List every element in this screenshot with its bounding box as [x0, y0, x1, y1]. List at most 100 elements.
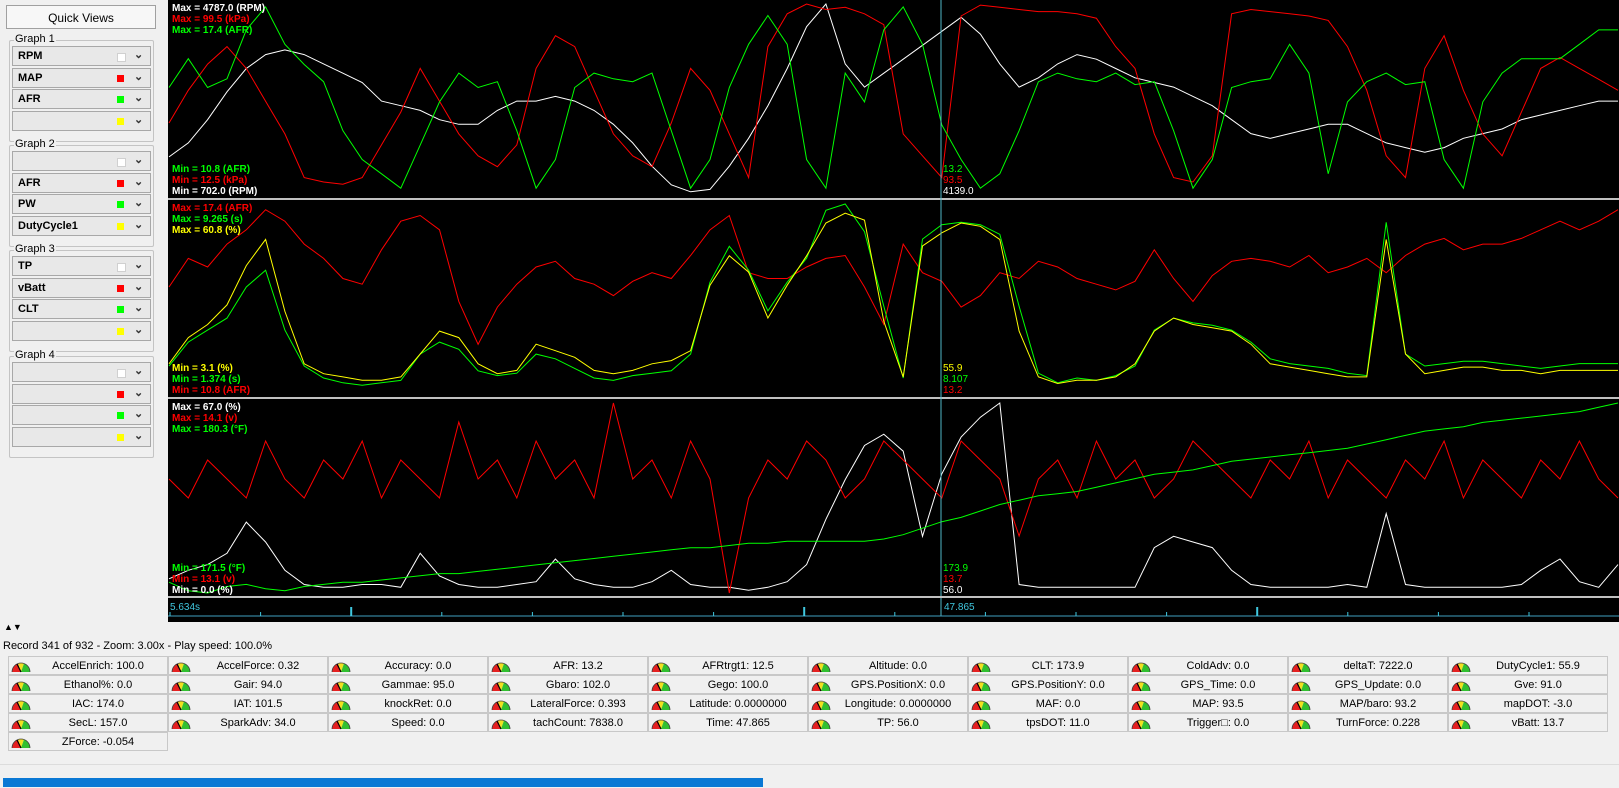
channel-select[interactable]: TP ⌄: [12, 256, 151, 276]
chevron-down-icon[interactable]: ⌄: [134, 175, 144, 188]
gauge-cell[interactable]: Gbaro: 102.0: [488, 675, 648, 694]
gauge-label: IAT: 101.5: [233, 698, 283, 710]
gauge-cell[interactable]: AccelForce: 0.32: [168, 656, 328, 675]
chevron-down-icon[interactable]: ⌄: [134, 197, 144, 209]
gauge-cell[interactable]: Trigger□: 0.0: [1128, 713, 1288, 732]
chevron-down-icon[interactable]: ⌄: [134, 218, 144, 231]
gauge-dial-icon: [1451, 662, 1471, 673]
chevron-down-icon[interactable]: ⌄: [134, 154, 144, 166]
channel-select[interactable]: AFR ⌄: [12, 172, 151, 193]
gauge-cell[interactable]: CLT: 173.9: [968, 656, 1128, 675]
collapse-arrow-icon[interactable]: ▲▼: [4, 622, 22, 632]
gauge-cell[interactable]: AFRtrgt1: 12.5: [648, 656, 808, 675]
chevron-down-icon[interactable]: ⌄: [134, 49, 144, 61]
color-swatch: [117, 117, 124, 125]
gauge-cell[interactable]: Gego: 100.0: [648, 675, 808, 694]
gauge-cell[interactable]: IAT: 101.5: [168, 694, 328, 713]
series-line-map: [168, 3, 1619, 185]
channel-select[interactable]: RPM ⌄: [12, 46, 151, 66]
gauge-cell[interactable]: Speed: 0.0: [328, 713, 488, 732]
gauge-cell[interactable]: ColdAdv: 0.0: [1128, 656, 1288, 675]
gauge-cell[interactable]: TP: 56.0: [808, 713, 968, 732]
channel-select[interactable]: DutyCycle1 ⌄: [12, 215, 151, 236]
gauge-cell[interactable]: tpsDOT: 11.0: [968, 713, 1128, 732]
gauge-cell[interactable]: LateralForce: 0.393: [488, 694, 648, 713]
gauge-dial-icon: [171, 662, 191, 673]
graph-group-title: Graph 1: [14, 33, 56, 45]
channel-select[interactable]: ⌄: [12, 151, 151, 171]
chevron-down-icon[interactable]: ⌄: [134, 429, 144, 442]
chevron-down-icon[interactable]: ⌄: [134, 386, 144, 399]
gauge-cell[interactable]: DutyCycle1: 55.9: [1448, 656, 1608, 675]
chevron-down-icon[interactable]: ⌄: [134, 302, 144, 314]
quick-views-button[interactable]: Quick Views: [6, 5, 156, 29]
gauge-cell[interactable]: AFR: 13.2: [488, 656, 648, 675]
graph-group-title: Graph 4: [14, 349, 56, 361]
gauge-cell[interactable]: Gair: 94.0: [168, 675, 328, 694]
gauge-cell[interactable]: knockRet: 0.0: [328, 694, 488, 713]
chevron-down-icon[interactable]: ⌄: [134, 408, 144, 420]
gauge-dial-icon: [1451, 719, 1471, 730]
timeline-axis[interactable]: 5.634s 47.865: [168, 596, 1619, 617]
gauge-label: ZForce: -0.054: [61, 736, 135, 748]
gauge-cell[interactable]: Gammae: 95.0: [328, 675, 488, 694]
graph-canvas[interactable]: Max = 4787.0 (RPM)Max = 99.5 (kPa)Max = …: [168, 0, 1619, 622]
channel-select[interactable]: ⌄: [12, 426, 151, 447]
chevron-down-icon[interactable]: ⌄: [134, 70, 144, 83]
channel-select[interactable]: MAP ⌄: [12, 67, 151, 88]
gauge-cell[interactable]: MAP/baro: 93.2: [1288, 694, 1448, 713]
gauge-cell[interactable]: MAP: 93.5: [1128, 694, 1288, 713]
gauge-cell[interactable]: vBatt: 13.7: [1448, 713, 1608, 732]
gauge-cell[interactable]: GPS.PositionX: 0.0: [808, 675, 968, 694]
gauge-cell[interactable]: SparkAdv: 34.0: [168, 713, 328, 732]
channel-select[interactable]: ⌄: [12, 110, 151, 131]
chevron-down-icon[interactable]: ⌄: [134, 365, 144, 377]
graph-panel-3[interactable]: Max = 67.0 (%)Max = 14.1 (v)Max = 180.3 …: [168, 397, 1619, 596]
channel-select[interactable]: ⌄: [12, 362, 151, 382]
gauge-label: AccelForce: 0.32: [216, 660, 300, 672]
gauge-cell[interactable]: GPS.PositionY: 0.0: [968, 675, 1128, 694]
gauge-label: mapDOT: -3.0: [1503, 698, 1573, 710]
gauge-dial-icon: [11, 662, 31, 673]
gauge-cell[interactable]: Ethanol%: 0.0: [8, 675, 168, 694]
gauge-cell[interactable]: mapDOT: -3.0: [1448, 694, 1608, 713]
gauge-cell[interactable]: GPS_Time: 0.0: [1128, 675, 1288, 694]
gauge-cell[interactable]: ZForce: -0.054: [8, 732, 168, 751]
gauge-label: Gve: 91.0: [1514, 679, 1562, 691]
gauge-cell[interactable]: Gve: 91.0: [1448, 675, 1608, 694]
gauge-cell[interactable]: Longitude: 0.0000000: [808, 694, 968, 713]
gauge-cell[interactable]: MAF: 0.0: [968, 694, 1128, 713]
max-label: Max = 17.4 (AFR): [172, 25, 252, 36]
gauge-cell[interactable]: GPS_Update: 0.0: [1288, 675, 1448, 694]
chevron-down-icon[interactable]: ⌄: [134, 113, 144, 126]
gauge-cell[interactable]: Altitude: 0.0: [808, 656, 968, 675]
gauge-label: Speed: 0.0: [391, 717, 445, 729]
graph-area[interactable]: Max = 4787.0 (RPM) Max = 99.5 (kPa) Max = …: [168, 0, 1619, 622]
gauge-label: GPS.PositionX: 0.0: [850, 679, 946, 691]
status-line: Record 341 of 932 - Zoom: 3.00x - Play s…: [3, 640, 273, 652]
gauge-cell[interactable]: AccelEnrich: 100.0: [8, 656, 168, 675]
gauge-cell[interactable]: TurnForce: 0.228: [1288, 713, 1448, 732]
gauge-cell[interactable]: tachCount: 7838.0: [488, 713, 648, 732]
chevron-down-icon[interactable]: ⌄: [134, 259, 144, 271]
graph-panel-2[interactable]: Max = 17.4 (AFR)Max = 9.265 (s)Max = 60.…: [168, 198, 1619, 396]
chevron-down-icon[interactable]: ⌄: [134, 92, 144, 104]
gauge-label: SecL: 157.0: [68, 717, 128, 729]
gauge-cell[interactable]: Accuracy: 0.0: [328, 656, 488, 675]
gauge-cell[interactable]: Time: 47.865: [648, 713, 808, 732]
channel-select[interactable]: ⌄: [12, 383, 151, 404]
color-swatch: [117, 201, 124, 208]
channel-select[interactable]: ⌄: [12, 405, 151, 425]
channel-select[interactable]: CLT ⌄: [12, 299, 151, 319]
gauge-cell[interactable]: Latitude: 0.0000000: [648, 694, 808, 713]
graph-panel-1[interactable]: Max = 4787.0 (RPM)Max = 99.5 (kPa)Max = …: [168, 2, 1619, 197]
chevron-down-icon[interactable]: ⌄: [134, 323, 144, 336]
channel-select[interactable]: vBatt ⌄: [12, 277, 151, 298]
gauge-cell[interactable]: SecL: 157.0: [8, 713, 168, 732]
channel-select[interactable]: AFR ⌄: [12, 89, 151, 109]
gauge-cell[interactable]: IAC: 174.0: [8, 694, 168, 713]
channel-select[interactable]: ⌄: [12, 320, 151, 341]
channel-select[interactable]: PW ⌄: [12, 194, 151, 214]
chevron-down-icon[interactable]: ⌄: [134, 280, 144, 293]
gauge-cell[interactable]: deltaT: 7222.0: [1288, 656, 1448, 675]
